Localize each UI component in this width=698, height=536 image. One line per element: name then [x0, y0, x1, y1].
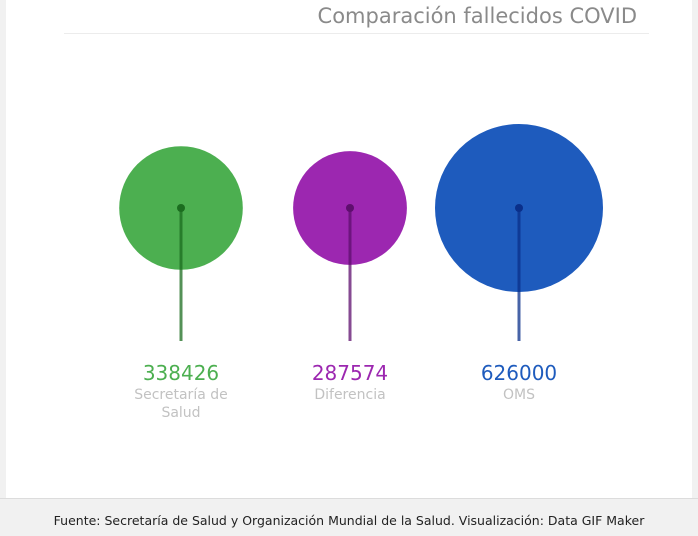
title-divider: [64, 33, 649, 34]
category-label-secretar-a-de-salud: Secretaría de: [134, 387, 228, 403]
center-dot-secretar-a-de-salud: [177, 204, 185, 212]
value-label-oms: 626000: [481, 361, 557, 385]
center-dot-diferencia: [346, 204, 354, 212]
label-layer: 338426 Secretaría de Salud 287574 Diferencia…: [134, 361, 557, 421]
category-label-diferencia: Diferencia: [314, 387, 385, 403]
value-label-diferencia: 287574: [312, 361, 388, 385]
source-credit: Fuente: Secretaría de Salud y Organizaci…: [53, 513, 645, 528]
bubble-layer: [119, 124, 603, 341]
footer: Fuente: Secretaría de Salud y Organizaci…: [0, 498, 698, 536]
category-label-oms: OMS: [503, 387, 535, 403]
bubble-chart: 338426 Secretaría de Salud 287574 Diferencia…: [119, 124, 603, 421]
chart-title: Comparación fallecidos COVID: [317, 4, 637, 28]
center-dot-oms: [515, 204, 523, 212]
value-label-secretar-a-de-salud: 338426: [143, 361, 219, 385]
category-label-secretar-a-de-salud: Salud: [161, 405, 200, 421]
